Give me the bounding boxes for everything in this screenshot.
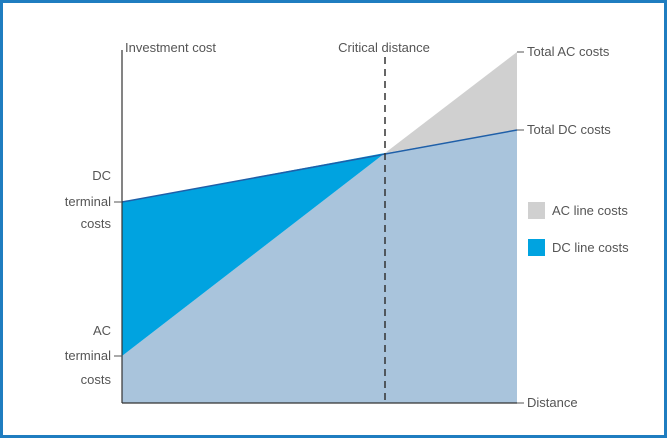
x-axis-label: Distance bbox=[527, 395, 578, 410]
dc-terminal-label-line2: terminal bbox=[65, 194, 111, 209]
y-axis-label: Investment cost bbox=[125, 40, 216, 55]
dc-terminal-label-line3: costs bbox=[81, 216, 112, 231]
ac-terminal-label-line2: terminal bbox=[65, 348, 111, 363]
total-dc-cost-line bbox=[121, 129, 518, 203]
legend-label-dc-line-costs: DC line costs bbox=[552, 240, 629, 255]
dc-line-costs-region bbox=[122, 153, 385, 356]
legend-swatch-dc-line-costs bbox=[528, 239, 545, 256]
legend-swatch-ac-line-costs bbox=[528, 202, 545, 219]
ac-terminal-label-line3: costs bbox=[81, 372, 112, 387]
critical-distance-label: Critical distance bbox=[338, 40, 430, 55]
total-ac-costs-label: Total AC costs bbox=[527, 44, 610, 59]
dc-terminal-label-line1: DC bbox=[92, 168, 111, 183]
ac-cost-region bbox=[122, 130, 517, 403]
ac-terminal-label-line1: AC bbox=[93, 323, 111, 338]
legend-label-ac-line-costs: AC line costs bbox=[552, 203, 628, 218]
ac-line-costs-region bbox=[385, 52, 517, 153]
total-dc-costs-label: Total DC costs bbox=[527, 122, 611, 137]
